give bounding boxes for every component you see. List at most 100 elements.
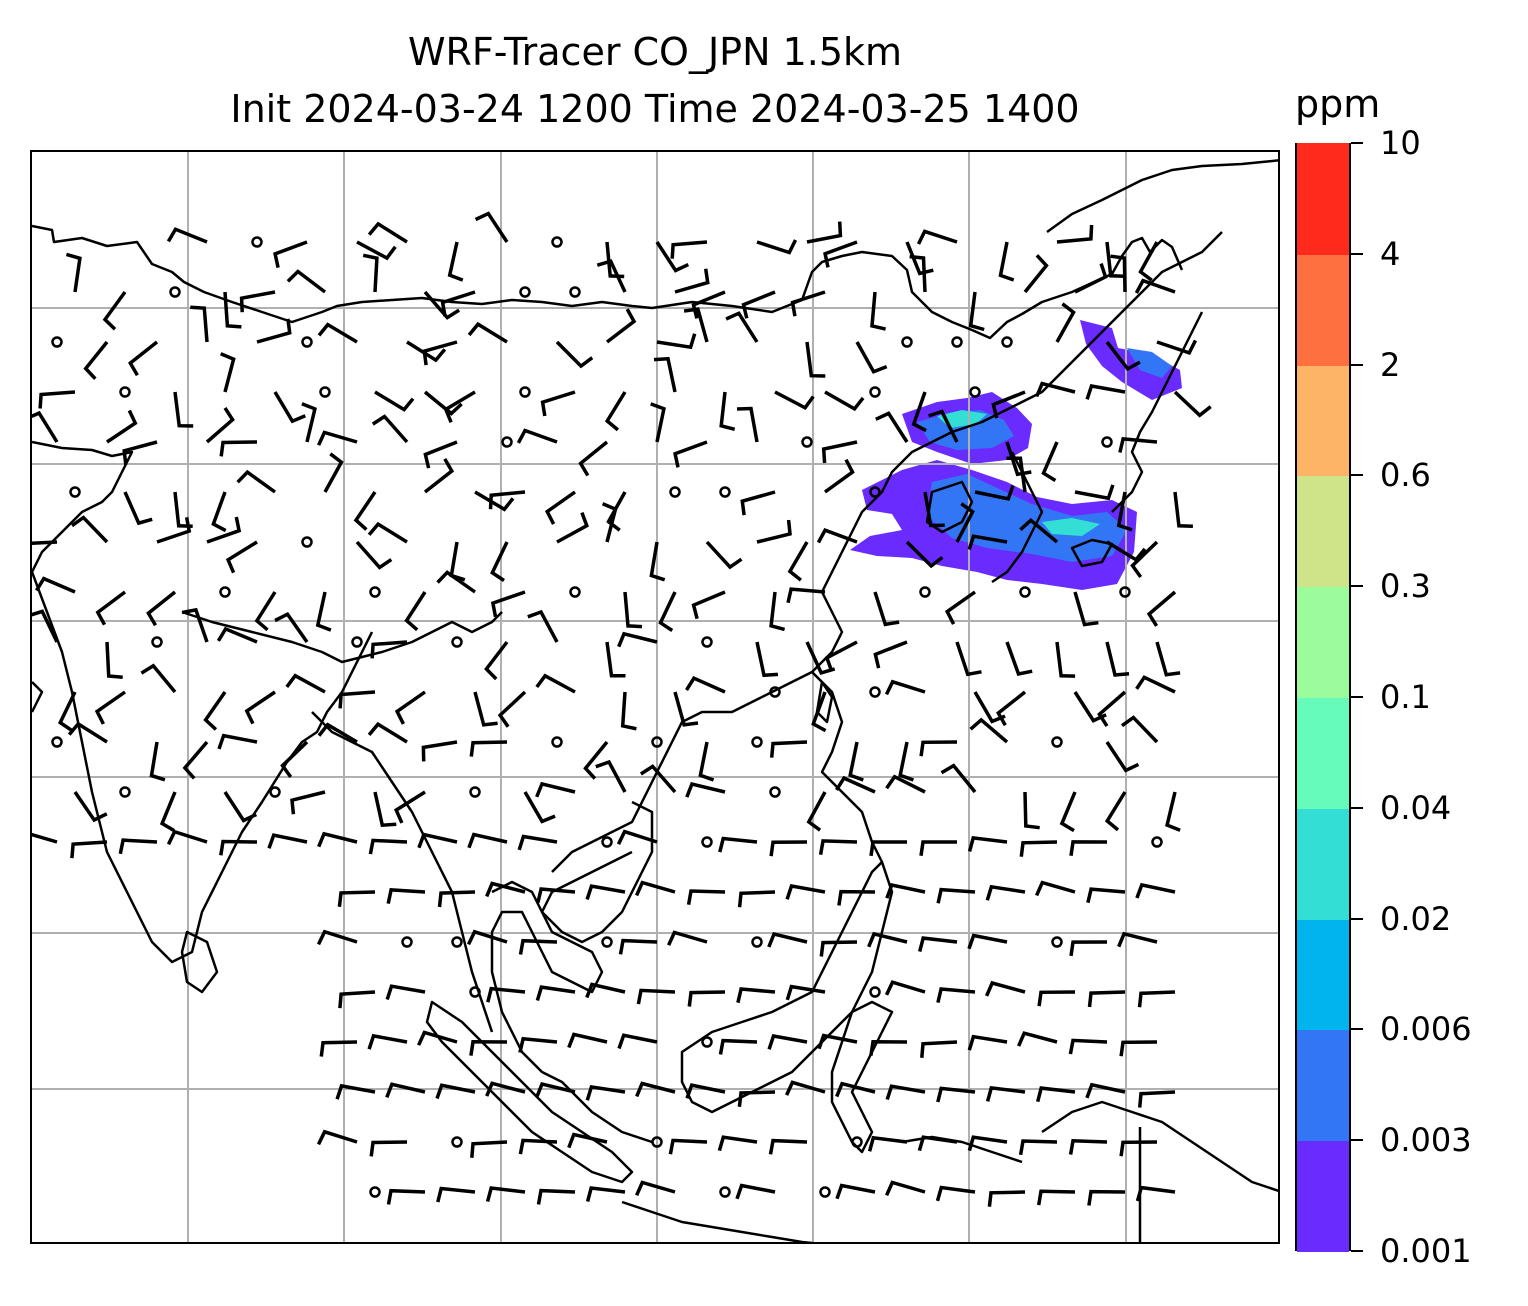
calm-wind-marker (151, 636, 163, 648)
wind-barbs (32, 211, 1212, 1207)
calm-wind-marker (819, 1186, 831, 1198)
wind-barb (474, 211, 509, 243)
wind-barb (768, 1138, 808, 1155)
wind-barb (1023, 791, 1040, 830)
calm-wind-marker (369, 1186, 381, 1198)
wind-barb (1110, 254, 1127, 293)
wind-barb (223, 791, 258, 823)
wind-barb (918, 936, 958, 953)
wind-barb (567, 1132, 608, 1149)
wind-barb (219, 839, 258, 856)
wind-barb (449, 541, 466, 582)
wind-barb (267, 833, 308, 849)
wind-barb (885, 1180, 926, 1197)
wind-barb (1059, 791, 1077, 833)
wind-barb (1056, 224, 1094, 244)
wind-barb (35, 576, 76, 594)
colorbar-tick (1351, 142, 1363, 144)
calm-wind-marker (1051, 936, 1063, 948)
shandong-peninsula (925, 480, 974, 534)
wind-barb (315, 591, 332, 632)
wind-barb (523, 791, 556, 824)
wind-barb (544, 490, 577, 525)
wind-barb (1118, 437, 1158, 453)
wind-barb (885, 882, 926, 899)
calm-wind-marker (219, 586, 231, 598)
wind-barb (650, 402, 666, 443)
wind-barb (128, 340, 159, 377)
wind-barb (467, 321, 508, 344)
wind-barb (518, 1036, 558, 1053)
wind-barb (691, 590, 726, 620)
wind-barb (741, 290, 776, 319)
wind-barb (1069, 940, 1108, 957)
wind-barb (535, 781, 576, 798)
wind-barb (653, 356, 677, 393)
wind-barb (823, 458, 855, 494)
wind-barb (485, 1186, 526, 1203)
wind-barb (673, 691, 699, 727)
wind-barb (83, 340, 109, 380)
colorbar-tick-label: 0.3 (1380, 567, 1431, 606)
wind-barb (1087, 1189, 1126, 1206)
wind-barb (736, 406, 759, 443)
wind-barb (691, 290, 726, 319)
wind-barb (623, 591, 642, 629)
wind-barb (473, 691, 498, 727)
wind-barb (244, 690, 276, 725)
wind-barb (928, 409, 959, 443)
wind-barb (353, 491, 377, 531)
wind-barb (404, 591, 427, 632)
wind-barb (516, 428, 558, 444)
wind-barb (683, 307, 709, 343)
wind-barb (1134, 278, 1176, 294)
calm-wind-marker (251, 236, 263, 248)
philippines (811, 671, 884, 863)
calm-wind-marker (869, 686, 881, 698)
wind-barb (1137, 1090, 1176, 1108)
wind-barb (1116, 491, 1133, 532)
wind-barb (987, 1190, 1026, 1207)
wind-barb (1035, 381, 1076, 398)
colorbar-segment (1297, 697, 1349, 809)
wind-barb (1105, 340, 1141, 372)
indochina-coast (551, 231, 1223, 873)
wind-barb (685, 1083, 726, 1099)
calm-wind-marker (569, 586, 581, 598)
wind-barb (873, 640, 908, 669)
wind-barb (337, 890, 376, 908)
wind-barb (805, 341, 826, 378)
colorbar-tick-label: 2 (1380, 345, 1401, 384)
wind-barb (1173, 390, 1212, 418)
wind-barb (769, 591, 786, 632)
wind-barb (1105, 641, 1130, 677)
wind-barb (203, 691, 227, 731)
calm-wind-marker (1119, 586, 1131, 598)
thai-gulf-and-malay-peninsula (490, 880, 653, 1144)
wind-barb (620, 691, 637, 731)
wind-barb (1097, 690, 1127, 728)
wind-barb (140, 663, 177, 694)
calm-wind-marker (319, 386, 331, 398)
colorbar-segment (1297, 807, 1349, 920)
wind-barb (385, 1082, 426, 1099)
wind-barb (817, 1033, 858, 1050)
colorbar-tick (1351, 1028, 1363, 1031)
calm-wind-marker (751, 736, 763, 748)
wind-barb (1073, 591, 1099, 627)
calm-wind-marker (769, 686, 781, 698)
calm-wind-marker (569, 286, 581, 298)
calm-wind-marker (701, 1036, 713, 1048)
wind-barb (919, 740, 958, 757)
calm-wind-marker (951, 336, 963, 348)
colorbar-segment (1297, 475, 1349, 588)
java (621, 1200, 815, 1242)
wind-barb (490, 590, 526, 618)
wind-barb (717, 1135, 758, 1152)
central-asia-borders (32, 440, 134, 573)
wind-barb (1019, 517, 1059, 544)
colorbar-tick (1351, 474, 1363, 477)
wind-barb (73, 791, 108, 823)
wind-barb (1068, 1138, 1108, 1155)
wind-barb (618, 938, 658, 955)
